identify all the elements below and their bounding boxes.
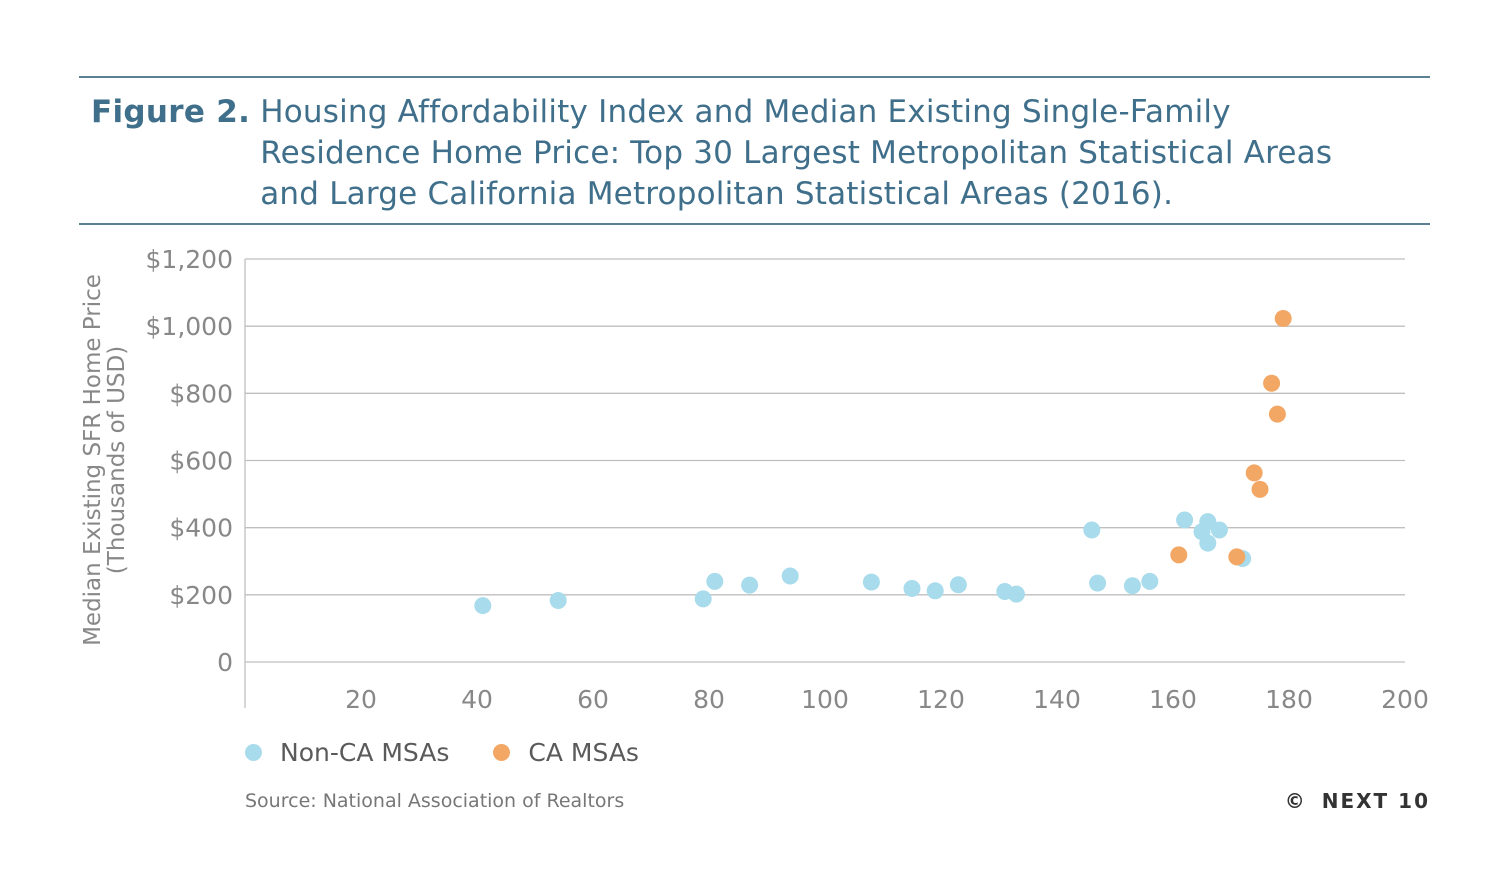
- legend-swatch-ca: [493, 744, 511, 761]
- y-tick-label: $600: [169, 447, 233, 476]
- data-point-ca: [1268, 405, 1286, 423]
- x-tick-label: 40: [461, 685, 493, 714]
- legend: Non-CA MSAs CA MSAs: [245, 738, 683, 767]
- legend-item-ca: CA MSAs: [493, 738, 639, 767]
- data-point-ca: [1274, 309, 1292, 327]
- top-rule: [79, 76, 1430, 78]
- data-point-non-ca: [549, 592, 567, 610]
- y-tick-label: $800: [169, 379, 233, 408]
- x-tick-label: 100: [801, 685, 849, 714]
- x-tick-label: 160: [1149, 685, 1197, 714]
- x-tick-label: 180: [1265, 685, 1313, 714]
- legend-label-ca: CA MSAs: [528, 738, 639, 767]
- data-point-non-ca: [1210, 521, 1228, 539]
- y-tick-label: $1,000: [146, 312, 233, 341]
- y-tick-label: $200: [169, 581, 233, 610]
- data-point-non-ca: [1123, 577, 1141, 595]
- data-point-non-ca: [949, 576, 967, 594]
- x-tick-label: 80: [693, 685, 725, 714]
- y-axis-label-group: Median Existing SFR Home Price(Thousands…: [80, 274, 130, 646]
- data-point-non-ca: [474, 597, 492, 615]
- data-point-non-ca: [926, 582, 944, 600]
- data-point-non-ca: [741, 576, 759, 594]
- data-points: [474, 309, 1292, 615]
- copyright: © NEXT 10: [1285, 789, 1430, 813]
- x-tick-label: 120: [917, 685, 965, 714]
- data-point-non-ca: [1176, 511, 1194, 529]
- legend-swatch-non-ca: [245, 744, 262, 761]
- y-tick-label: 0: [217, 648, 233, 677]
- legend-item-non-ca: Non-CA MSAs: [245, 738, 449, 767]
- data-point-non-ca: [706, 572, 724, 590]
- grid-layer: [244, 258, 1405, 708]
- data-point-ca: [1170, 546, 1188, 564]
- data-point-ca: [1228, 548, 1246, 566]
- data-point-ca: [1245, 464, 1263, 482]
- figure-label: Figure 2.: [91, 94, 251, 130]
- y-axis-label: Median Existing SFR Home Price(Thousands…: [80, 274, 130, 646]
- source-note: Source: National Association of Realtors: [245, 790, 625, 812]
- x-tick-label: 60: [577, 685, 609, 714]
- x-tick-label: 20: [345, 685, 377, 714]
- data-point-non-ca: [1199, 534, 1217, 552]
- y-axis-label-line: (Thousands of USD): [104, 346, 130, 574]
- y-axis-label-line: Median Existing SFR Home Price: [80, 274, 106, 646]
- x-tick-label: 200: [1381, 685, 1429, 714]
- figure-title-block: Figure 2. Housing Affordability Index an…: [91, 92, 1411, 215]
- data-point-non-ca: [1141, 572, 1159, 590]
- x-tick-label: 140: [1033, 685, 1081, 714]
- legend-label-non-ca: Non-CA MSAs: [280, 738, 450, 767]
- data-point-non-ca: [1007, 585, 1025, 603]
- data-point-non-ca: [1089, 574, 1107, 592]
- data-point-non-ca: [903, 579, 921, 597]
- y-tick-label: $1,200: [146, 245, 233, 274]
- title-bottom-rule: [79, 223, 1430, 225]
- x-tick-labels: 20 40 60 80 100 120 140 160 180 200: [345, 685, 1429, 714]
- copyright-text: NEXT 10: [1321, 789, 1430, 813]
- y-tick-label: $400: [169, 514, 233, 543]
- data-point-ca: [1263, 374, 1281, 392]
- data-point-non-ca: [694, 590, 712, 608]
- y-tick-labels: 0 $200 $400 $600 $800 $1,000 $1,200: [146, 245, 233, 677]
- copyright-icon: ©: [1284, 789, 1307, 813]
- data-point-non-ca: [781, 567, 799, 585]
- data-point-ca: [1251, 480, 1269, 498]
- figure-title: Housing Affordability Index and Median E…: [260, 94, 1333, 212]
- data-point-non-ca: [1083, 521, 1101, 539]
- data-point-non-ca: [862, 573, 880, 591]
